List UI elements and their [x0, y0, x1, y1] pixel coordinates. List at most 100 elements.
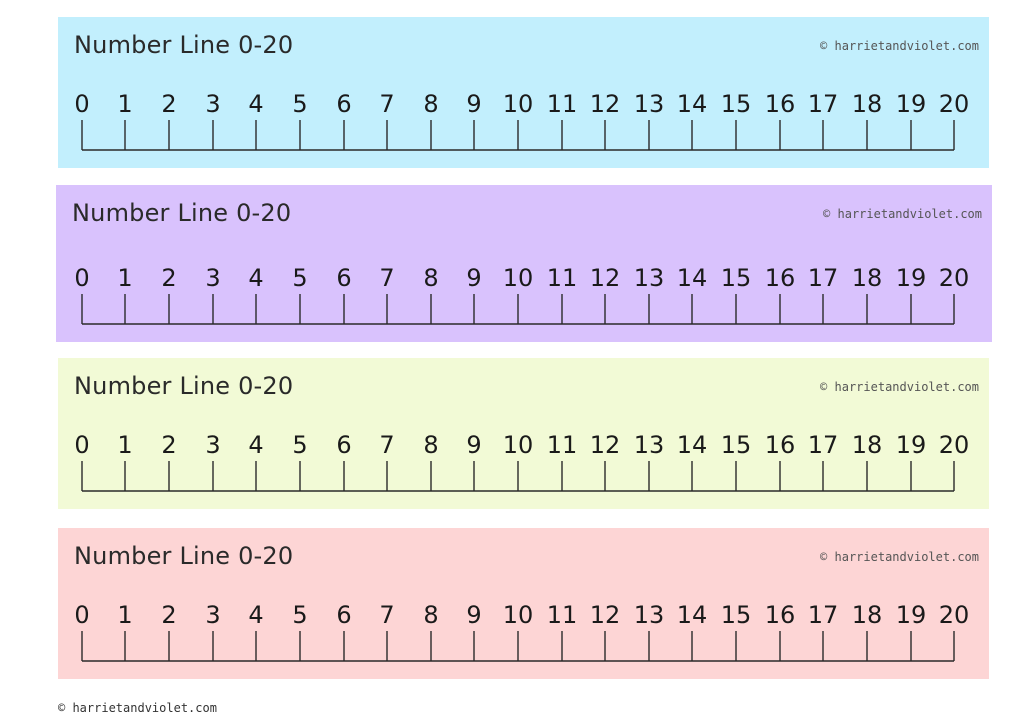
tick-label: 17: [808, 601, 839, 629]
tick-label: 4: [248, 431, 263, 459]
tick-label: 13: [634, 431, 665, 459]
tick-label: 1: [117, 264, 132, 292]
tick-label: 15: [721, 264, 752, 292]
tick-label: 16: [765, 601, 796, 629]
tick-label: 0: [74, 601, 89, 629]
tick-label: 8: [423, 264, 438, 292]
tick-label: 0: [74, 264, 89, 292]
tick-label: 5: [292, 264, 307, 292]
tick-label: 15: [721, 431, 752, 459]
tick-label: 17: [808, 431, 839, 459]
tick-label: 0: [74, 90, 89, 118]
tick-label: 0: [74, 431, 89, 459]
strip-title: Number Line 0-20: [74, 542, 294, 570]
tick-label: 12: [590, 264, 621, 292]
tick-label: 3: [205, 90, 220, 118]
tick-label: 16: [765, 90, 796, 118]
tick-label: 6: [336, 601, 351, 629]
tick-label: 1: [117, 90, 132, 118]
tick-label: 7: [379, 601, 394, 629]
number-line-strip-purple: Number Line 0-20 © harrietandviolet.com …: [56, 185, 992, 342]
tick-label: 11: [547, 431, 578, 459]
tick-label: 13: [634, 90, 665, 118]
number-line: 0 1 2 3 4 5 6 7 8 9 10 11 12 13 14 15 16 17 18 19 20: [74, 90, 970, 151]
strip-credit: © harrietandviolet.com: [823, 207, 982, 221]
tick-label: 12: [590, 90, 621, 118]
tick-label: 6: [336, 431, 351, 459]
tick-label: 19: [896, 264, 927, 292]
tick-label: 20: [939, 601, 970, 629]
tick-label: 18: [852, 431, 883, 459]
tick-label: 19: [896, 431, 927, 459]
tick-label: 11: [547, 601, 578, 629]
tick-label: 18: [852, 601, 883, 629]
tick-label: 13: [634, 264, 665, 292]
tick-label: 18: [852, 264, 883, 292]
tick-label: 14: [677, 90, 708, 118]
tick-label: 4: [248, 264, 263, 292]
tick-label: 7: [379, 264, 394, 292]
tick-label: 18: [852, 90, 883, 118]
tick-label: 11: [547, 264, 578, 292]
tick-label: 20: [939, 431, 970, 459]
tick-label: 9: [466, 601, 481, 629]
tick-label: 7: [379, 90, 394, 118]
number-line-strip-green: Number Line 0-20 © harrietandviolet.com …: [58, 358, 989, 509]
tick-label: 12: [590, 431, 621, 459]
tick-label: 8: [423, 90, 438, 118]
tick-label: 10: [503, 264, 534, 292]
footer-credit: © harrietandviolet.com: [58, 701, 217, 715]
tick-label: 16: [765, 431, 796, 459]
strip-credit: © harrietandviolet.com: [820, 380, 979, 394]
tick-label: 6: [336, 90, 351, 118]
tick-label: 4: [248, 90, 263, 118]
number-line: 0 1 2 3 4 5 6 7 8 9 10 11 12 13 14 15 16 17 18 19 20: [74, 431, 970, 492]
tick-label: 5: [292, 90, 307, 118]
tick-label: 9: [466, 90, 481, 118]
strip-title: Number Line 0-20: [74, 372, 294, 400]
tick-label: 8: [423, 431, 438, 459]
strip-credit: © harrietandviolet.com: [820, 550, 979, 564]
number-line-strip-pink: Number Line 0-20 © harrietandviolet.com …: [58, 528, 989, 679]
tick-label: 4: [248, 601, 263, 629]
tick-label: 17: [808, 264, 839, 292]
tick-label: 2: [161, 601, 176, 629]
tick-label: 2: [161, 431, 176, 459]
number-line: 0 1 2 3 4 5 6 7 8 9 10 11 12 13 14 15 16 17 18 19 20: [74, 264, 970, 325]
strip-credit: © harrietandviolet.com: [820, 39, 979, 53]
tick-label: 3: [205, 601, 220, 629]
tick-label: 6: [336, 264, 351, 292]
tick-label: 12: [590, 601, 621, 629]
tick-label: 3: [205, 431, 220, 459]
tick-label: 10: [503, 431, 534, 459]
tick-label: 2: [161, 264, 176, 292]
tick-label: 2: [161, 90, 176, 118]
tick-label: 10: [503, 601, 534, 629]
tick-label: 19: [896, 90, 927, 118]
tick-label: 5: [292, 601, 307, 629]
number-line-strip-blue: Number Line 0-20 © harrietandviolet.com …: [58, 17, 989, 168]
tick-label: 7: [379, 431, 394, 459]
strip-title: Number Line 0-20: [72, 199, 292, 227]
tick-label: 8: [423, 601, 438, 629]
tick-label: 19: [896, 601, 927, 629]
tick-label: 15: [721, 90, 752, 118]
strip-title: Number Line 0-20: [74, 31, 294, 59]
tick-label: 16: [765, 264, 796, 292]
tick-label: 17: [808, 90, 839, 118]
tick-label: 20: [939, 90, 970, 118]
tick-label: 1: [117, 601, 132, 629]
tick-label: 1: [117, 431, 132, 459]
tick-label: 3: [205, 264, 220, 292]
tick-label: 15: [721, 601, 752, 629]
tick-label: 5: [292, 431, 307, 459]
tick-label: 11: [547, 90, 578, 118]
tick-label: 14: [677, 431, 708, 459]
tick-label: 14: [677, 264, 708, 292]
number-line: 0 1 2 3 4 5 6 7 8 9 10 11 12 13 14 15 16 17 18 19 20: [74, 601, 970, 662]
tick-label: 20: [939, 264, 970, 292]
tick-label: 10: [503, 90, 534, 118]
tick-label: 14: [677, 601, 708, 629]
tick-label: 13: [634, 601, 665, 629]
